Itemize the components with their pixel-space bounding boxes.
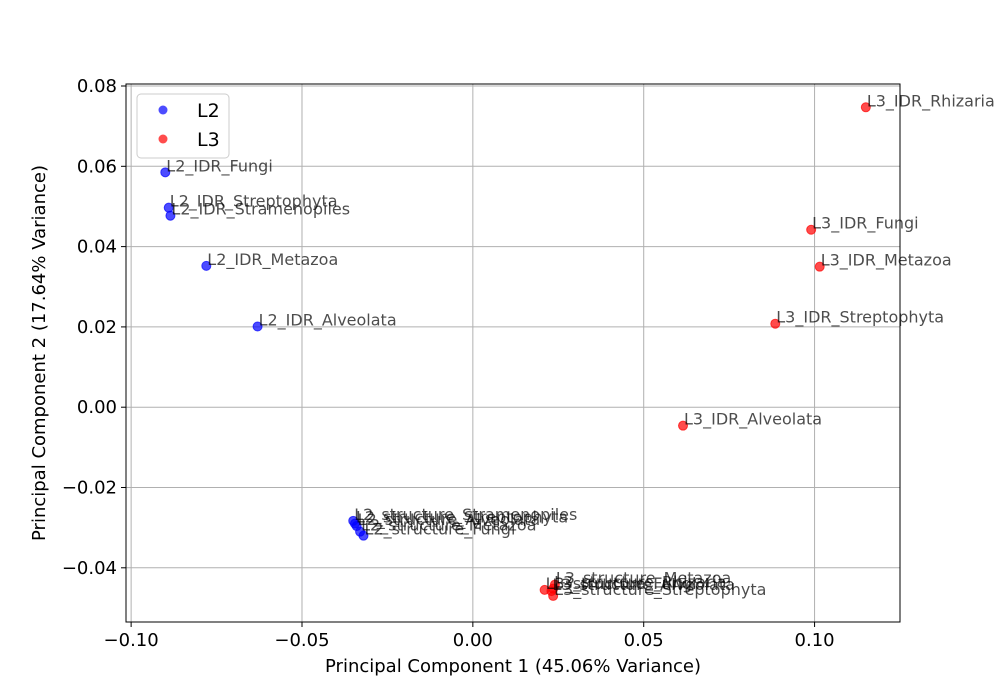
point-label: L3_structure_Alveolata: [552, 575, 735, 595]
legend-marker-l3: [158, 134, 168, 144]
y-tick-label: 0.08: [77, 76, 117, 97]
y-tick-label: 0.00: [77, 397, 117, 418]
point-label: L3_IDR_Alveolata: [684, 410, 822, 430]
point-label: L3_IDR_Metazoa: [821, 251, 952, 271]
axis-ticks: −0.10 −0.05 0.00 0.05 0.10 −0.04 −0.02 0.00 0.02…: [62, 76, 835, 651]
point-label: L2_IDR_Metazoa: [207, 250, 338, 270]
x-tick-label: 0.10: [795, 630, 835, 651]
y-axis-title: Principal Component 2 (17.64% Variance): [29, 165, 50, 541]
y-tick-label: 0.04: [77, 237, 117, 258]
scatter-points: [160, 102, 871, 601]
data-point-l3: [860, 102, 871, 113]
point-label: L2_structure_Stramenopiles: [354, 505, 577, 525]
point-label: L3_structure_Metazoa: [556, 569, 731, 589]
data-point-l3: [770, 318, 781, 329]
data-point-l2: [201, 260, 212, 271]
y-tick-label: −0.02: [62, 478, 117, 499]
y-tick-label: −0.04: [62, 558, 117, 579]
x-tick-label: −0.05: [274, 630, 329, 651]
legend-marker-l2: [158, 105, 168, 115]
plot-frame: [125, 83, 901, 623]
point-label: L3_IDR_Fungi: [812, 214, 918, 234]
data-point-l3: [539, 584, 550, 595]
x-tick-label: 0.00: [453, 630, 493, 651]
point-label: L2_structure_Metazoa: [361, 516, 536, 536]
grid-lines: [126, 84, 900, 622]
data-point-l2: [358, 530, 369, 541]
point-label: L2_IDR_Fungi: [166, 156, 272, 176]
x-axis-title: Principal Component 1 (45.06% Variance): [325, 656, 701, 677]
y-tick-label: 0.02: [77, 317, 117, 338]
point-label: L3_structure_Rhizaria: [554, 573, 726, 593]
point-label: L3_IDR_Rhizaria: [867, 91, 995, 111]
legend-label-l3: L3: [197, 129, 220, 151]
point-label: L3_IDR_Streptophyta: [776, 308, 944, 328]
point-labels: L2_IDR_Fungi L2_IDR_StreptophytaL2_IDR_St…: [166, 91, 995, 600]
point-label: L2_structure_Fungi: [364, 520, 515, 540]
x-tick-label: −0.10: [104, 630, 159, 651]
point-label: L2_structure_Alveolata: [358, 510, 541, 530]
data-point-l3: [678, 420, 689, 431]
data-point-l3: [806, 224, 817, 235]
point-label: L2_structure_Streptophyta: [356, 508, 568, 528]
point-label: L2_IDR_Streptophyta: [170, 192, 338, 212]
point-label: L3_structure_Streptophyta: [554, 580, 766, 600]
data-point-l3: [548, 590, 559, 601]
y-tick-label: 0.06: [77, 156, 117, 177]
point-label: L3_structure_Fungi: [546, 574, 697, 594]
data-point-l3: [814, 261, 825, 272]
legend-label-l2: L2: [197, 100, 220, 122]
data-point-l2: [160, 167, 171, 178]
data-point-l2: [165, 210, 176, 221]
data-point-l2: [252, 321, 263, 332]
point-label: L2_IDR_Alveolata: [259, 311, 397, 331]
point-label: L2_IDR_Stramenopiles: [171, 200, 350, 220]
x-tick-label: 0.05: [624, 630, 664, 651]
